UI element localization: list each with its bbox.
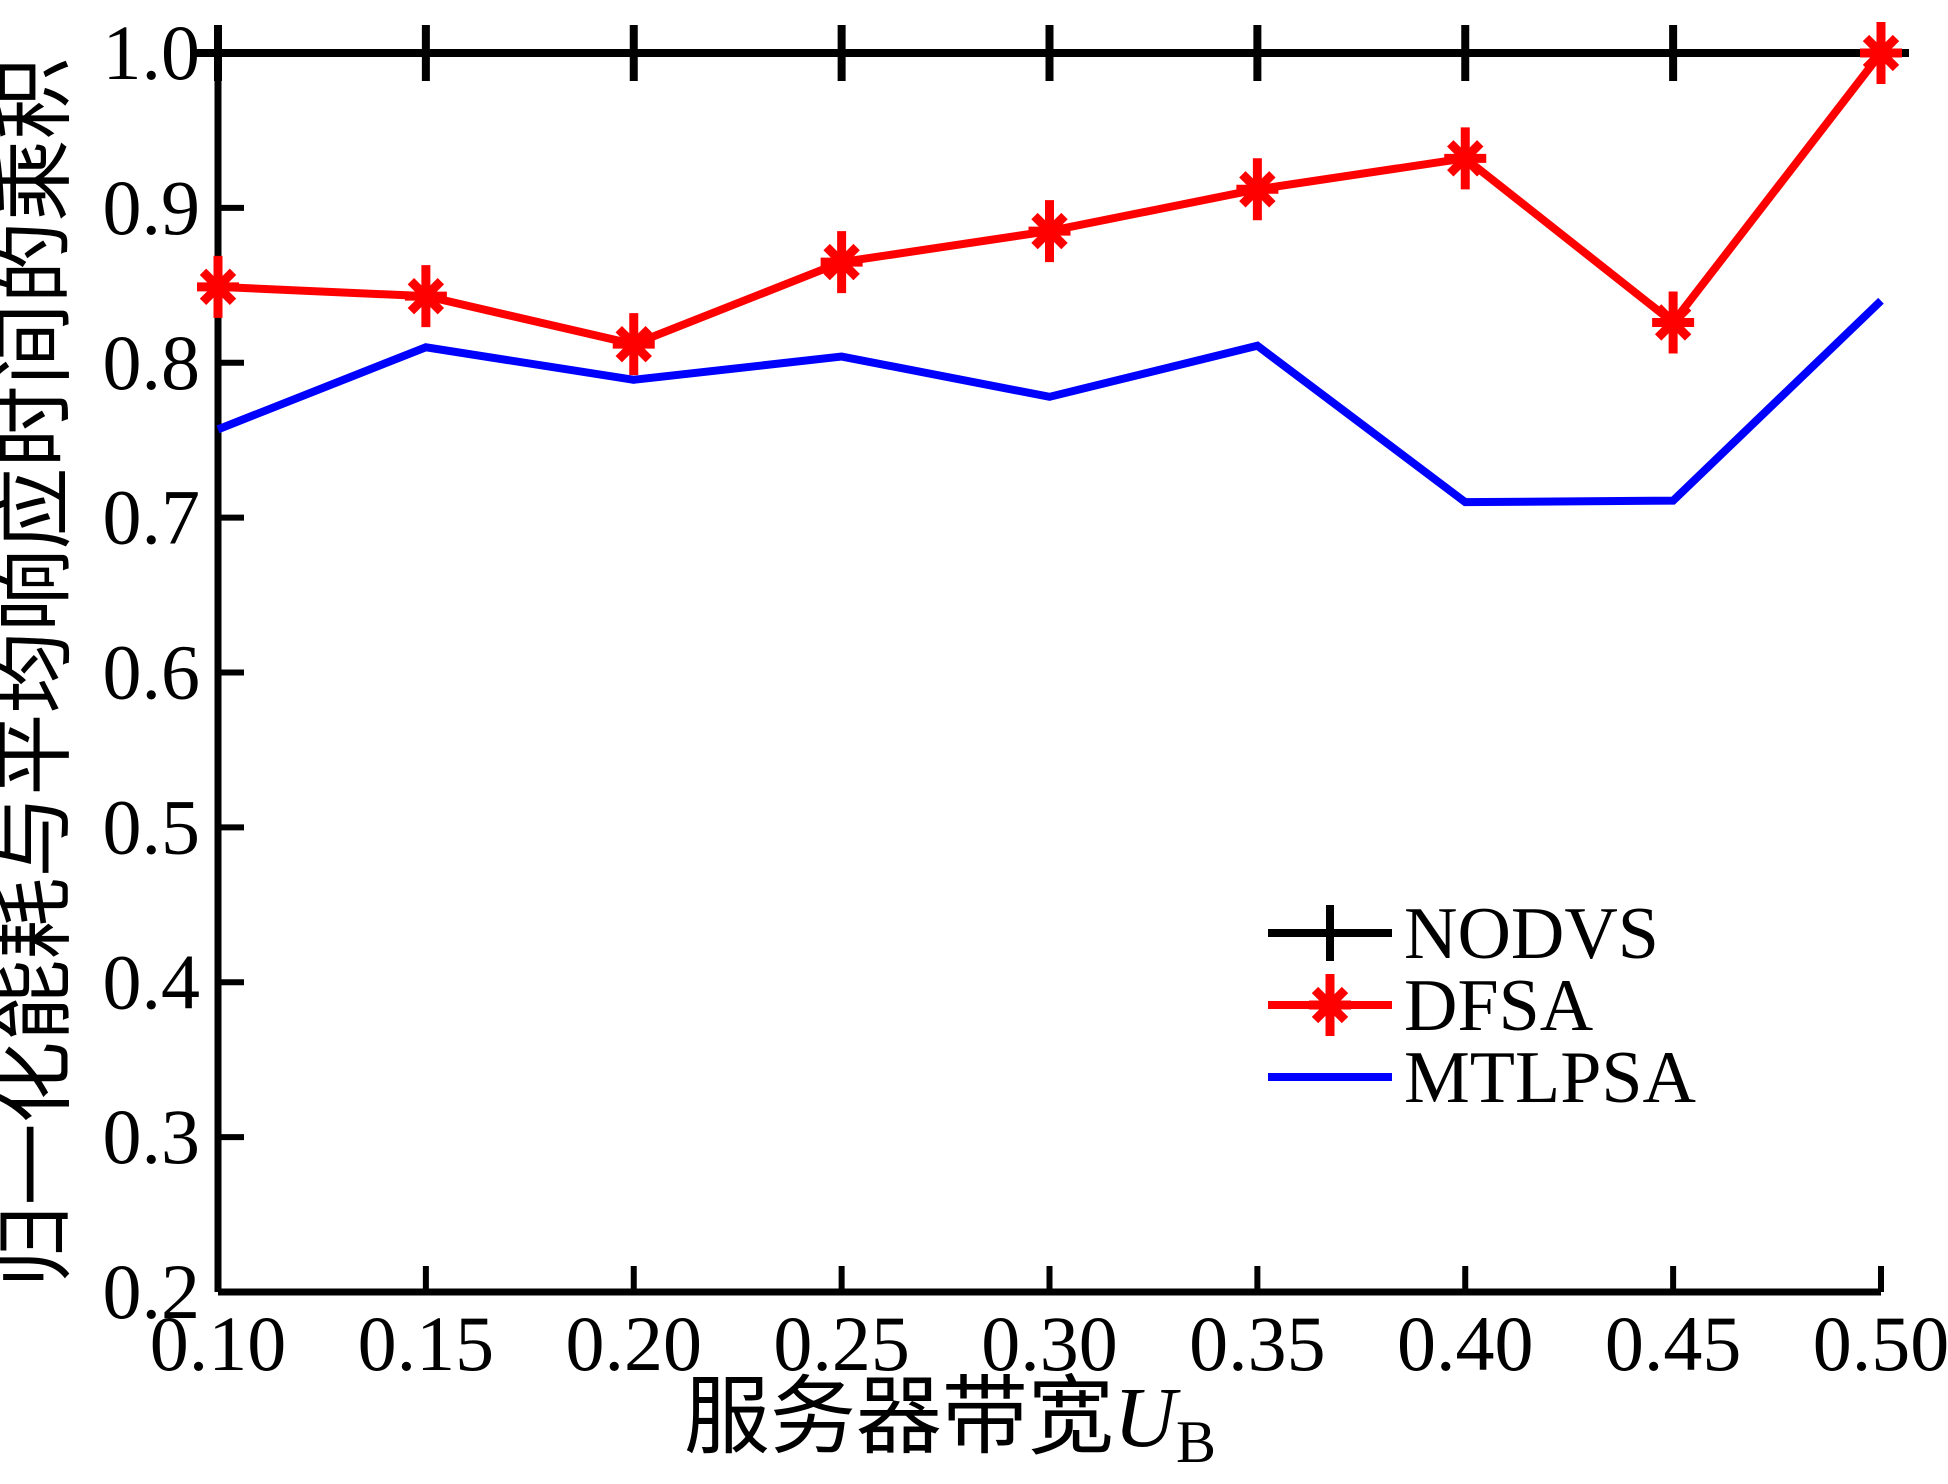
- y-axis-title: 归一化能耗与平均响应时间的乘积: [0, 57, 80, 1287]
- y-tick-label: 0.6: [103, 629, 201, 716]
- legend-label-dfsa: DFSA: [1404, 965, 1593, 1047]
- y-tick-label: 0.7: [103, 474, 201, 561]
- asterisk-marker-icon: [1031, 212, 1068, 250]
- x-tick-label: 0.10: [150, 1300, 287, 1387]
- asterisk-marker-icon: [1311, 986, 1349, 1024]
- legend-label-mtlpsa: MTLPSA: [1404, 1037, 1696, 1119]
- y-tick-label: 0.3: [103, 1093, 201, 1180]
- y-tick-label: 0.2: [103, 1248, 201, 1335]
- x-tick-label: 0.50: [1813, 1300, 1948, 1387]
- asterisk-marker-icon: [1239, 171, 1276, 208]
- asterisk-marker-icon: [1447, 140, 1484, 177]
- legend-label-nodvs: NODVS: [1404, 893, 1659, 975]
- y-tick-label: 1.0: [103, 9, 201, 96]
- series-line-mtlpsa: [216, 297, 1884, 507]
- asterisk-marker-icon: [199, 268, 237, 306]
- x-tick-label: 0.25: [773, 1300, 910, 1387]
- y-tick-label: 0.4: [103, 938, 201, 1025]
- asterisk-marker-icon: [1862, 34, 1900, 72]
- x-axis-title: 服务器带宽UB: [684, 1369, 1216, 1475]
- y-tick-label: 0.8: [103, 319, 201, 406]
- asterisk-marker-icon: [615, 325, 652, 363]
- asterisk-marker-icon: [823, 243, 860, 281]
- x-tick-label: 0.45: [1605, 1300, 1742, 1387]
- x-tick-label: 0.15: [358, 1300, 495, 1387]
- asterisk-marker-icon: [1654, 304, 1692, 341]
- series-line-dfsa: [217, 50, 1885, 349]
- y-tick-label: 0.9: [103, 164, 201, 251]
- x-tick-label: 0.35: [1189, 1300, 1326, 1387]
- y-tick-label: 0.5: [103, 783, 201, 870]
- x-tick-label: 0.40: [1397, 1300, 1534, 1387]
- asterisk-marker-icon: [407, 277, 445, 315]
- x-tick-label: 0.30: [981, 1300, 1118, 1387]
- x-tick-label: 0.20: [566, 1300, 703, 1387]
